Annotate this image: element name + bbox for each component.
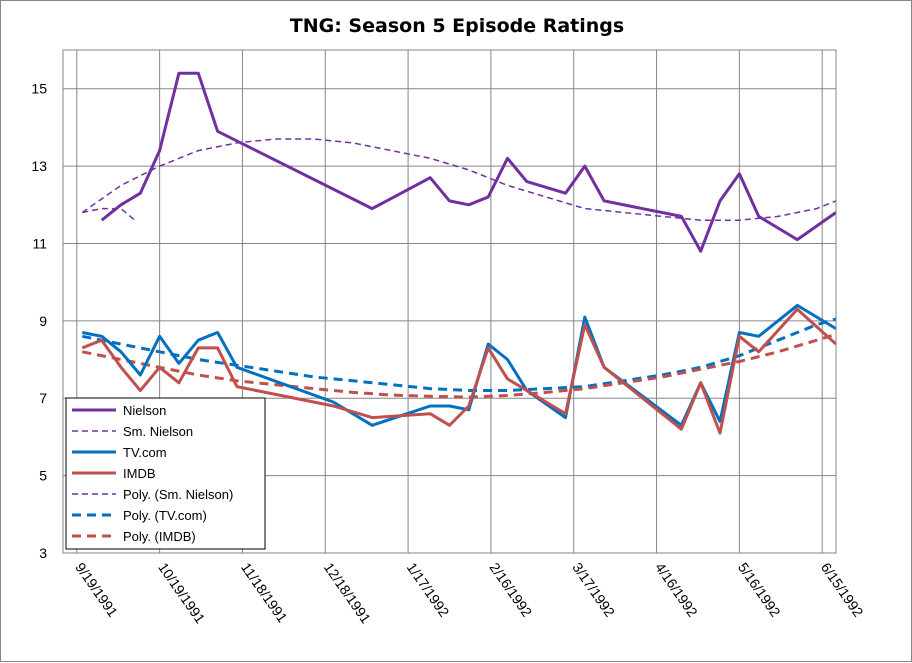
x-tick-label: 11/18/1991 — [238, 560, 291, 626]
x-tick-label: 2/16/1992 — [486, 560, 535, 620]
series-line-nielson — [100, 71, 837, 253]
y-tick-label: 5 — [39, 468, 47, 484]
x-tick-label: 5/16/1992 — [735, 560, 784, 620]
y-axis-tick-labels: 3 5 7 9 11 13 15 — [31, 81, 47, 561]
legend-label: Nielson — [123, 403, 166, 418]
legend-label: Poly. (TV.com) — [123, 508, 207, 523]
x-tick-label: 12/18/1991 — [321, 560, 374, 627]
y-tick-label: 9 — [39, 313, 47, 329]
legend-label: Poly. (Sm. Nielson) — [123, 487, 233, 502]
series-line-poly-sm-nielson — [81, 138, 837, 221]
legend-label: TV.com — [123, 445, 167, 460]
x-tick-label: 1/17/1992 — [404, 560, 453, 620]
legend-label: Sm. Nielson — [123, 424, 193, 439]
x-tick-label: 3/17/1992 — [569, 560, 618, 620]
legend-label: IMDB — [123, 466, 156, 481]
legend-label: Poly. (IMDB) — [123, 529, 196, 544]
series-line-poly-imdb — [82, 332, 837, 399]
x-tick-label: 6/15/1992 — [818, 560, 867, 620]
x-tick-label: 4/16/1992 — [652, 560, 701, 620]
series-line-tv-com — [82, 303, 837, 427]
legend: Nielson Sm. Nielson TV.com IMDB Poly. (Sm. N… — [65, 397, 266, 550]
y-tick-label: 7 — [39, 390, 47, 406]
y-tick-label: 15 — [31, 81, 47, 97]
series-lines — [81, 71, 838, 435]
series-line-poly-tv-com — [82, 317, 837, 392]
x-axis-tick-labels: 9/19/1991 10/19/1991 11/18/1991 12/18/1991 1… — [72, 560, 866, 627]
y-tick-label: 3 — [39, 545, 47, 561]
y-tick-label: 11 — [32, 235, 47, 251]
plot-area-border — [62, 49, 837, 554]
x-tick-label: 9/19/1991 — [72, 560, 121, 620]
series-line-imdb — [81, 307, 838, 435]
y-tick-label: 13 — [31, 158, 47, 174]
x-tick-label: 10/19/1991 — [155, 560, 208, 627]
chart-title: TNG: Season 5 Episode Ratings — [289, 15, 625, 37]
